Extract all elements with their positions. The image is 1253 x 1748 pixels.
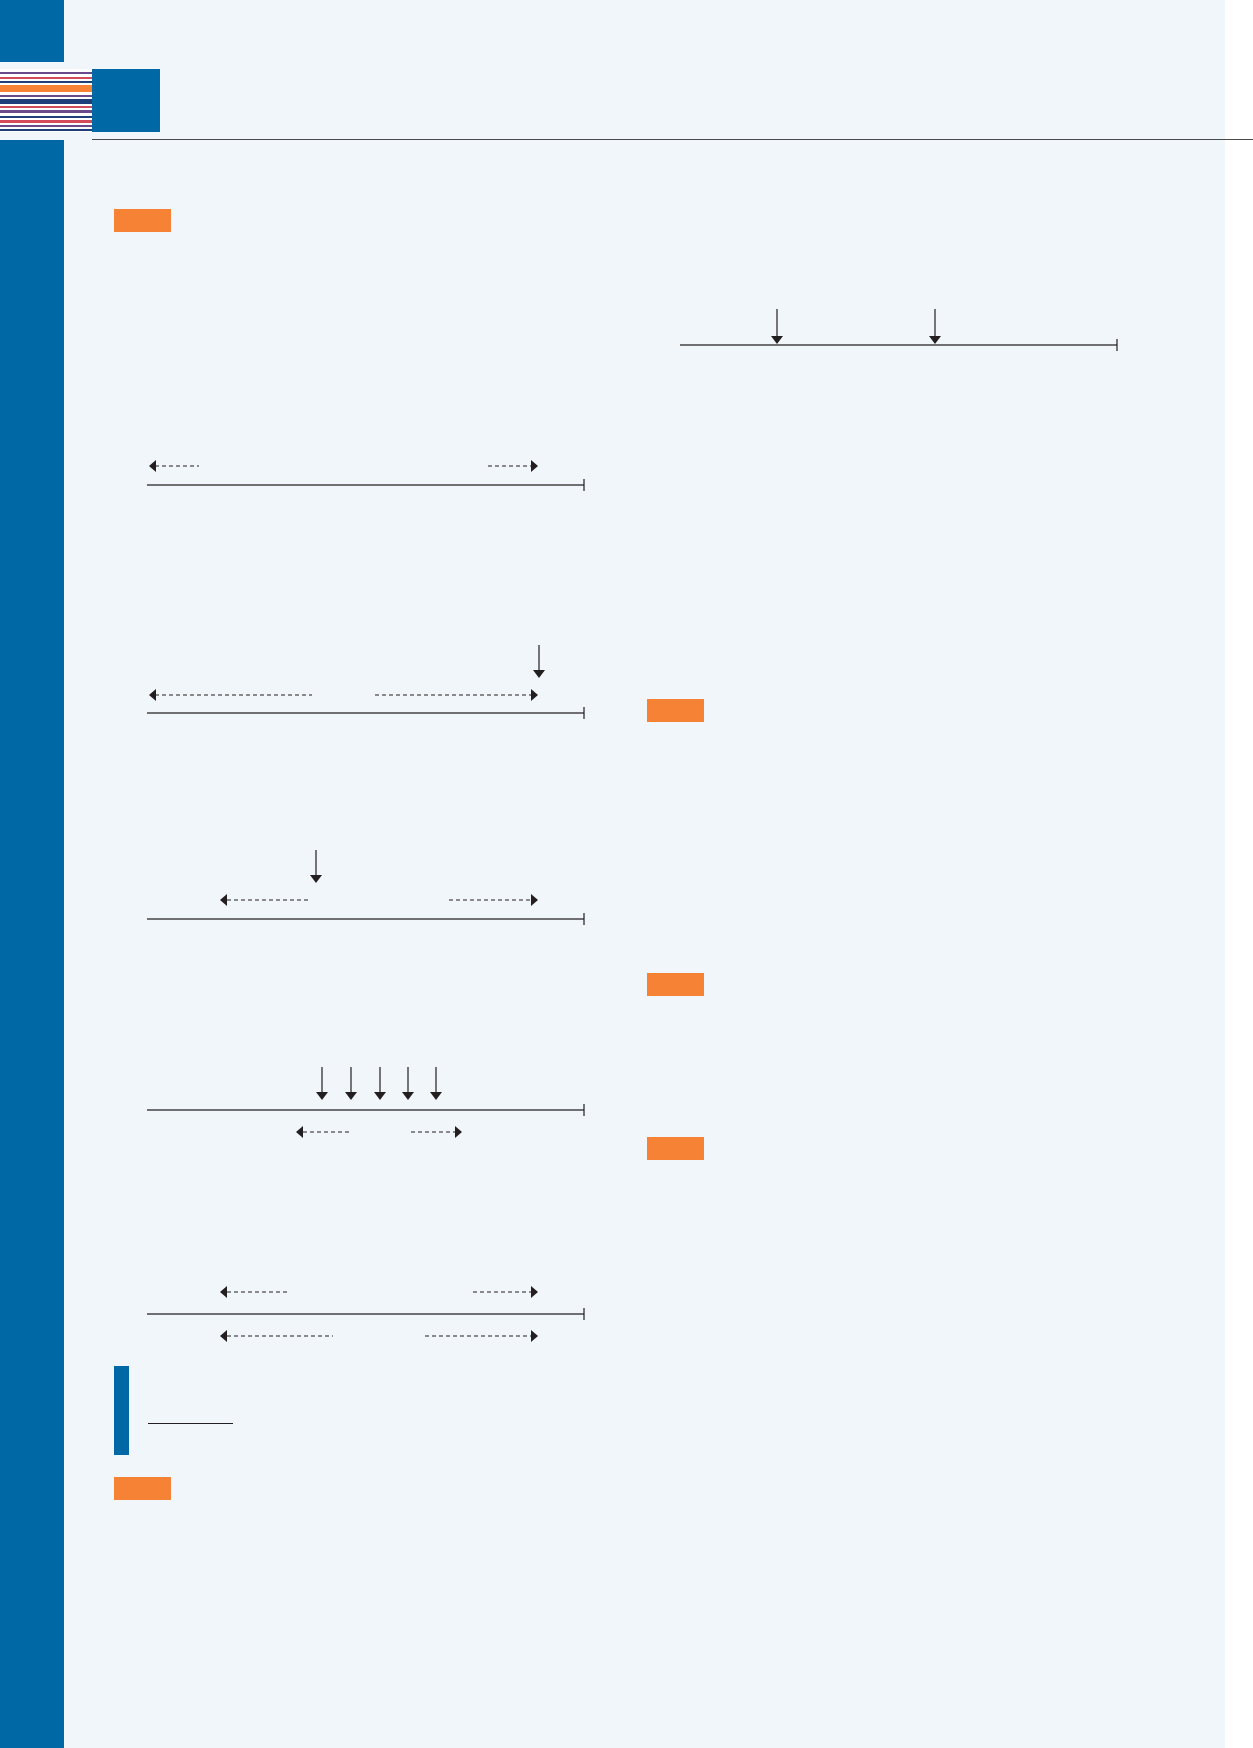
right-dashed-arrow-icon (449, 894, 538, 906)
side-marker-bar (114, 1366, 129, 1455)
right-dashed-arrow-icon (473, 1286, 538, 1298)
down-arrow-icon (533, 645, 545, 678)
timeline-b (147, 460, 585, 491)
timeline-c (147, 645, 585, 719)
right-dashed-arrow-icon (425, 1330, 538, 1342)
left-dashed-arrow-icon (220, 1330, 333, 1342)
timeline-a (680, 309, 1118, 351)
right-dashed-arrow-icon (375, 689, 538, 701)
left-margin-bar (0, 140, 64, 1748)
page-background (0, 0, 1225, 1748)
section-tag-4 (647, 1137, 704, 1160)
chapter-number-box (92, 69, 160, 132)
left-dashed-arrow-icon (296, 1126, 349, 1138)
right-dashed-arrow-icon (411, 1126, 462, 1138)
down-arrow-icon (929, 309, 941, 344)
down-arrow-icon (402, 1067, 414, 1100)
section-tag-5 (114, 1477, 171, 1500)
down-arrow-icon (345, 1067, 357, 1100)
right-dashed-arrow-icon (488, 460, 538, 472)
left-dashed-arrow-icon (149, 460, 199, 472)
left-dashed-arrow-icon (149, 689, 312, 701)
header-stripes (0, 69, 92, 132)
timeline-d (147, 850, 585, 925)
section-tag-2 (647, 699, 704, 722)
short-rule (148, 1423, 233, 1424)
left-dashed-arrow-icon (220, 894, 309, 906)
timeline-e (147, 1067, 585, 1138)
down-arrow-icon (374, 1067, 386, 1100)
left-margin-bar-top (0, 0, 64, 62)
down-arrow-icon (430, 1067, 442, 1100)
timeline-f (147, 1286, 585, 1342)
down-arrow-icon (310, 850, 322, 883)
down-arrow-icon (771, 309, 783, 344)
section-tag-1 (114, 209, 171, 232)
header-rule (92, 139, 1253, 140)
down-arrow-icon (316, 1067, 328, 1100)
section-tag-3 (647, 973, 704, 996)
left-dashed-arrow-icon (220, 1286, 287, 1298)
